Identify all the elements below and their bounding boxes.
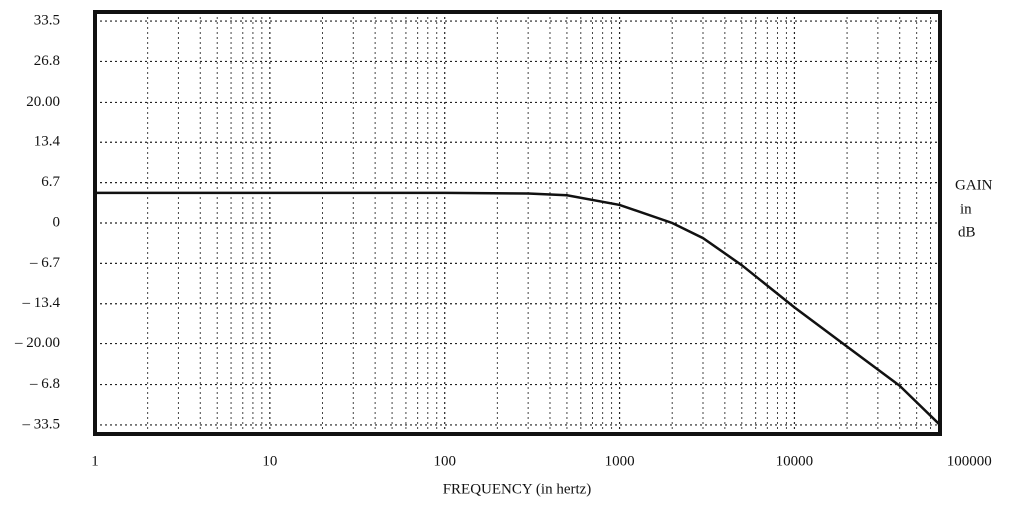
x-tick-label: 100000 — [947, 453, 992, 469]
plot-frame — [93, 10, 942, 436]
x-tick-label: 1000 — [605, 453, 635, 469]
y-axis-label: in — [960, 201, 972, 217]
y-tick-label: 20.00 — [26, 94, 60, 110]
y-tick-label: – 13.4 — [22, 295, 61, 311]
x-axis-label: FREQUENCY (in hertz) — [443, 481, 592, 497]
x-tick-label: 100 — [433, 453, 456, 469]
x-tick-label: 10 — [262, 453, 277, 469]
y-tick-label: 26.8 — [34, 53, 60, 69]
y-axis-label: GAIN — [955, 177, 993, 193]
y-tick-label: – 6.7 — [29, 255, 61, 271]
y-axis-label: dB — [958, 224, 976, 240]
y-tick-label: 13.4 — [34, 134, 61, 150]
x-tick-label: 1 — [91, 453, 99, 469]
y-tick-label: 33.5 — [34, 12, 60, 28]
y-tick-label: – 20.00 — [14, 335, 60, 351]
y-tick-label: – 6.8 — [29, 376, 60, 392]
y-tick-label: 0 — [53, 214, 61, 230]
x-tick-label: 10000 — [776, 453, 814, 469]
gain-line — [95, 191, 941, 426]
y-tick-label: – 33.5 — [22, 416, 61, 432]
y-tick-label: 6.7 — [41, 174, 60, 190]
